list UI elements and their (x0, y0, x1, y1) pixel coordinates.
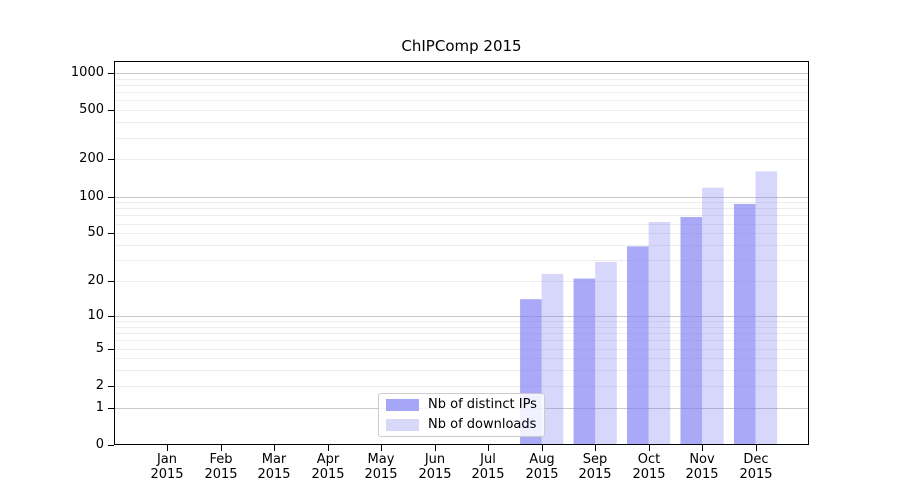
y-tick-mark (108, 316, 114, 317)
x-tick-month: Feb (209, 452, 233, 467)
x-tick-month: Aug (529, 452, 555, 467)
bar-downloads (702, 187, 724, 445)
y-tick-label: 0 (95, 437, 104, 452)
x-tick-label: Jul 2015 (458, 452, 518, 482)
x-tick-label: Mar 2015 (244, 452, 304, 482)
x-tick-mark (167, 445, 168, 451)
legend-swatch-downloads (386, 419, 419, 431)
x-tick-year: 2015 (578, 467, 612, 482)
plot-area (114, 61, 809, 445)
x-tick-label: Oct 2015 (619, 452, 679, 482)
legend: Nb of distinct IPs Nb of downloads (378, 393, 545, 437)
x-tick-label: Dec 2015 (726, 452, 786, 482)
x-tick-label: Apr 2015 (298, 452, 358, 482)
bar-distinct-ips (680, 217, 703, 445)
y-tick-mark (108, 445, 114, 446)
x-tick-label: Jan 2015 (137, 452, 197, 482)
x-tick-year: 2015 (311, 467, 345, 482)
legend-item-downloads: Nb of downloads (386, 416, 544, 434)
y-tick-mark (108, 233, 114, 234)
y-tick-label: 5 (95, 341, 104, 356)
y-tick-mark (108, 110, 114, 111)
x-tick-month: Dec (743, 452, 769, 467)
x-tick-mark (595, 445, 596, 451)
y-tick-label: 200 (79, 151, 104, 166)
x-tick-year: 2015 (685, 467, 719, 482)
x-tick-label: Jun 2015 (405, 452, 465, 482)
x-tick-mark (756, 445, 757, 451)
x-tick-mark (221, 445, 222, 451)
y-tick-mark (108, 281, 114, 282)
x-tick-year: 2015 (632, 467, 666, 482)
bar-downloads (541, 273, 564, 445)
y-tick-label: 100 (79, 189, 104, 204)
plot-frame (114, 61, 809, 445)
x-tick-month: Sep (582, 452, 608, 467)
x-tick-month: Jun (424, 452, 446, 467)
x-tick-mark (435, 445, 436, 451)
bar-downloads (648, 221, 671, 445)
y-tick-label: 10 (87, 308, 104, 323)
y-tick-label: 20 (87, 273, 104, 288)
y-tick-label: 1 (95, 400, 104, 415)
x-tick-year: 2015 (150, 467, 184, 482)
x-tick-year: 2015 (739, 467, 773, 482)
y-tick-label: 500 (79, 102, 104, 117)
x-tick-year: 2015 (525, 467, 559, 482)
x-tick-year: 2015 (204, 467, 238, 482)
x-tick-mark (702, 445, 703, 451)
x-tick-year: 2015 (471, 467, 505, 482)
y-tick-mark (108, 73, 114, 74)
x-tick-label: Feb 2015 (191, 452, 251, 482)
y-tick-label: 1000 (70, 65, 104, 80)
x-tick-month: May (367, 452, 395, 467)
x-tick-month: Jul (480, 452, 496, 467)
y-tick-label: 50 (87, 225, 104, 240)
x-tick-month: Mar (261, 452, 287, 467)
x-tick-label: Aug 2015 (512, 452, 572, 482)
chart-title: ChIPComp 2015 (401, 37, 522, 55)
legend-item-distinct-ips: Nb of distinct IPs (386, 396, 544, 414)
x-tick-mark (274, 445, 275, 451)
x-tick-mark (488, 445, 489, 451)
x-tick-mark (381, 445, 382, 451)
y-tick-mark (108, 386, 114, 387)
x-tick-month: Oct (637, 452, 661, 467)
bar-downloads (755, 171, 778, 445)
bar-downloads (595, 261, 617, 445)
x-tick-mark (542, 445, 543, 451)
x-tick-mark (649, 445, 650, 451)
x-tick-label: Nov 2015 (672, 452, 732, 482)
x-tick-year: 2015 (257, 467, 291, 482)
y-tick-label: 2 (95, 378, 104, 393)
legend-label-downloads: Nb of downloads (428, 417, 537, 432)
x-tick-label: May 2015 (351, 452, 411, 482)
y-tick-mark (108, 349, 114, 350)
bar-distinct-ips (573, 278, 596, 445)
bar-distinct-ips (733, 203, 756, 445)
legend-swatch-distinct-ips (386, 399, 419, 411)
legend-label-distinct-ips: Nb of distinct IPs (428, 397, 537, 412)
y-tick-mark (108, 408, 114, 409)
bar-distinct-ips (627, 246, 649, 445)
x-tick-month: Apr (316, 452, 340, 467)
y-tick-mark (108, 197, 114, 198)
x-tick-label: Sep 2015 (565, 452, 625, 482)
y-tick-mark (108, 159, 114, 160)
x-tick-month: Jan (156, 452, 178, 467)
x-tick-mark (328, 445, 329, 451)
x-tick-month: Nov (689, 452, 715, 467)
x-tick-year: 2015 (418, 467, 452, 482)
x-tick-year: 2015 (364, 467, 398, 482)
